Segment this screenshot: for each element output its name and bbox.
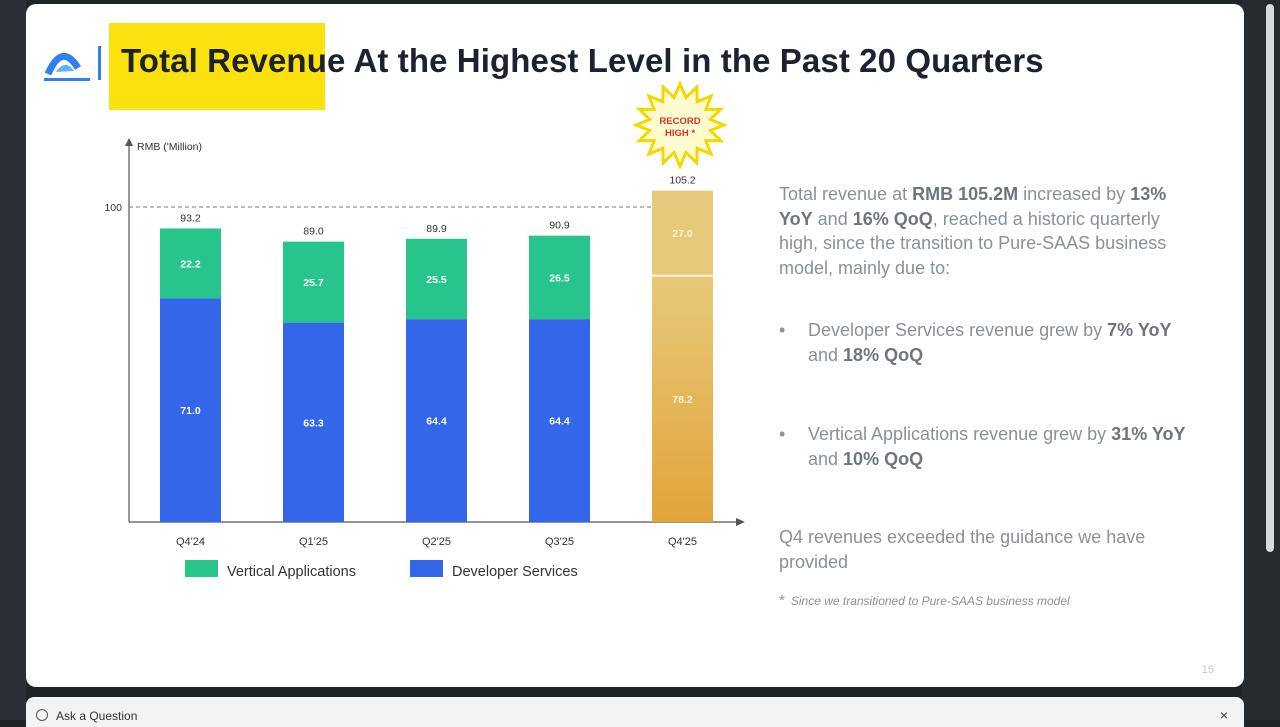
y-axis-arrow [125, 138, 133, 146]
bullet-mark: • [779, 424, 786, 444]
total-label-q424: 93.2 [180, 212, 201, 224]
label-developer-services-q225: 64.4 [426, 416, 447, 428]
footnote-star: * [779, 592, 785, 609]
bar-developer-services-q424 [160, 298, 221, 522]
company-logo [44, 53, 90, 81]
label-vertical-applications-q424: 22.2 [180, 258, 201, 270]
bar-vertical-applications-q425 [652, 190, 713, 276]
page-number: 15 [1201, 664, 1214, 676]
reference-line-label: 100 [104, 202, 122, 214]
background-left [0, 0, 26, 720]
bar-vertical-applications-q325 [529, 235, 590, 320]
bullet-text: Vertical Applications revenue grew by 31… [808, 424, 1186, 469]
legend-swatch-developer-services [410, 560, 443, 577]
total-label-q325: 90.9 [549, 220, 570, 232]
chart-legend: Vertical Applications Developer Services [185, 560, 578, 580]
total-label-q225: 89.9 [426, 223, 447, 235]
label-developer-services-q425: 78.2 [672, 394, 693, 406]
total-label-q125: 89.0 [303, 226, 324, 238]
bars-group: 71.0 22.2 93.2 Q4'24 63.3 25.7 89.0 Q1'25 64.4 25… [160, 175, 713, 548]
badge-line2: HIGH * [665, 128, 695, 139]
label-developer-services-q325: 64.4 [549, 416, 570, 428]
tick-label-q225: Q2'25 [422, 536, 451, 548]
tick-label-q424: Q4'24 [176, 536, 205, 548]
legend-label-developer-services: Developer Services [452, 564, 578, 580]
label-vertical-applications-q425: 27.0 [672, 228, 693, 240]
question-icon [36, 709, 48, 721]
total-label-q425: 105.2 [669, 175, 695, 187]
legend-label-vertical-applications: Vertical Applications [227, 564, 356, 580]
bullet-text: Developer Services revenue grew by 7% Yo… [808, 320, 1172, 365]
bar-developer-services-q425 [652, 275, 713, 522]
bar-vertical-applications-q125 [283, 241, 344, 323]
logo-divider [98, 46, 101, 80]
y-axis-label: RMB ('Million) [137, 141, 202, 153]
tick-label-q425: Q4'25 [668, 536, 697, 548]
badge-line1: RECORD [659, 116, 700, 127]
slide-title: Total Revenue At the Highest Level in th… [121, 42, 1044, 79]
tick-label-q325: Q3'25 [545, 536, 574, 548]
label-vertical-applications-q225: 25.5 [426, 274, 447, 286]
record-high-badge: RECORD HIGH * [631, 80, 729, 170]
label-vertical-applications-q325: 26.5 [549, 272, 570, 284]
ask-question-label[interactable]: Ask a Question [56, 709, 138, 723]
label-vertical-applications-q125: 25.7 [303, 277, 324, 289]
bullet-mark: • [779, 320, 786, 340]
x-axis-arrow [736, 518, 745, 526]
scrollbar[interactable] [1266, 4, 1274, 552]
closing-text: Q4 revenues exceeded the guidance we hav… [779, 527, 1146, 572]
title-highlight [109, 23, 325, 110]
burst-shape [631, 80, 729, 170]
ask-question-bar[interactable]: Ask a Question × [26, 697, 1244, 727]
legend-swatch-vertical-applications [185, 560, 218, 577]
footnote-text: Since we transitioned to Pure-SAAS busin… [790, 594, 1070, 608]
close-icon[interactable]: × [1219, 707, 1228, 723]
background-right [1242, 0, 1280, 720]
bar-developer-services-q125 [283, 322, 344, 522]
bar-vertical-applications-q424 [160, 228, 221, 299]
bar-vertical-applications-q225 [406, 238, 467, 320]
footnote: * Since we transitioned to Pure-SAAS busi… [779, 592, 1070, 609]
label-developer-services-q424: 71.0 [180, 405, 201, 417]
bar-developer-services-q225 [406, 319, 467, 522]
tick-label-q125: Q1'25 [299, 536, 328, 548]
revenue-chart: RMB ('Million) 100 71.0 22.2 93.2 Q4'24 63.3… [104, 80, 745, 580]
slide: Total Revenue At the Highest Level in th… [26, 4, 1244, 687]
label-developer-services-q125: 63.3 [303, 417, 324, 429]
summary-text: Total revenue at RMB 105.2M increased by… [779, 184, 1167, 278]
bar-developer-services-q325 [529, 319, 590, 522]
